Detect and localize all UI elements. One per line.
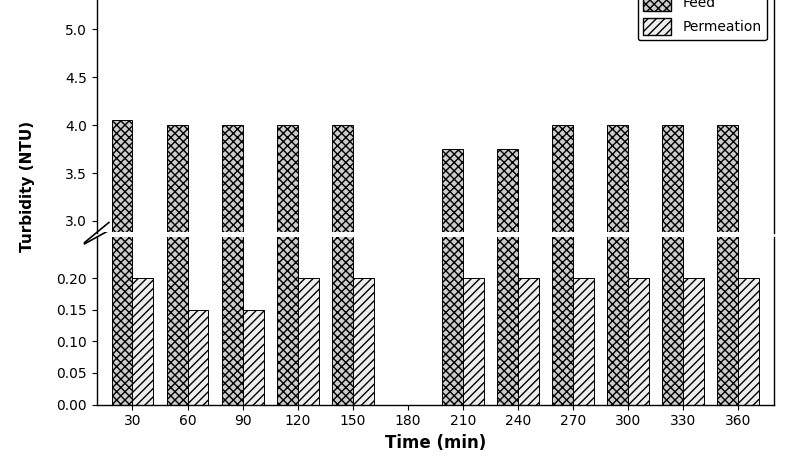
Bar xyxy=(222,0,243,405)
Bar xyxy=(683,278,704,405)
Bar xyxy=(222,125,243,465)
Bar xyxy=(517,278,538,405)
Bar xyxy=(628,278,649,405)
Bar xyxy=(496,0,517,405)
Bar xyxy=(276,0,297,405)
Bar xyxy=(717,125,738,465)
Bar xyxy=(167,125,188,465)
Bar xyxy=(188,310,209,405)
Bar xyxy=(662,0,683,405)
Bar xyxy=(738,278,759,405)
Bar xyxy=(353,278,374,405)
Bar xyxy=(496,149,517,465)
Bar xyxy=(607,0,628,405)
Bar xyxy=(607,125,628,465)
X-axis label: Time (min): Time (min) xyxy=(384,434,486,452)
Legend: Feed, Permeation: Feed, Permeation xyxy=(638,0,767,40)
Bar xyxy=(442,149,463,465)
Bar xyxy=(332,125,353,465)
Bar xyxy=(297,278,318,405)
Bar xyxy=(111,0,132,405)
Bar xyxy=(552,125,573,465)
Bar xyxy=(552,0,573,405)
Bar xyxy=(442,0,463,405)
Bar xyxy=(167,0,188,405)
Bar xyxy=(463,278,484,405)
Bar xyxy=(717,0,738,405)
Bar xyxy=(132,278,153,405)
Bar xyxy=(332,0,353,405)
Bar xyxy=(573,278,594,405)
Text: Turbidity (NTU): Turbidity (NTU) xyxy=(20,120,35,252)
Bar xyxy=(662,125,683,465)
Bar xyxy=(243,310,264,405)
Bar xyxy=(276,125,297,465)
Bar xyxy=(111,120,132,465)
